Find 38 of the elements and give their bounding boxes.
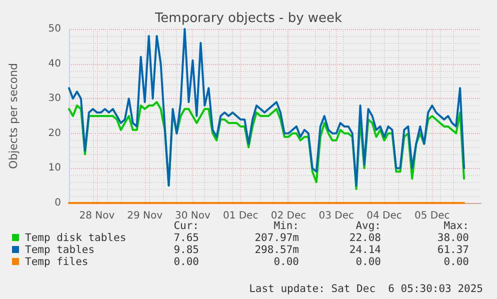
y-tick-label: 0 bbox=[54, 198, 61, 208]
text: 38.00 bbox=[436, 232, 469, 244]
x-tick-label: 02 Dec bbox=[270, 210, 306, 222]
text: Max: bbox=[442, 220, 469, 232]
text: 9.85 bbox=[172, 244, 199, 256]
chart-title: Temporary objects - by week bbox=[154, 11, 343, 26]
text: Last update: Sat Dec 6 05:30:03 2025 bbox=[249, 283, 483, 295]
x-tick-label: 28 Nov bbox=[79, 210, 115, 222]
text: 0.00 bbox=[172, 256, 199, 268]
legend-label: Temp files bbox=[24, 256, 90, 268]
line-series bbox=[68, 101, 466, 190]
x-tick-label: 05 Dec bbox=[414, 210, 450, 222]
x-tick-label: 01 Dec bbox=[222, 210, 258, 222]
text: Cur: bbox=[172, 220, 199, 232]
text: 24.14 bbox=[348, 244, 381, 256]
text: 298.57m bbox=[254, 244, 299, 256]
y-tick-label: 50 bbox=[48, 24, 61, 34]
y-tick-label: 10 bbox=[48, 162, 61, 174]
text: Avg: bbox=[354, 220, 381, 232]
text: 61.37 bbox=[436, 244, 469, 256]
text: 7.65 bbox=[172, 232, 199, 244]
text: 22.08 bbox=[348, 232, 381, 244]
x-tick-label: 30 Nov bbox=[174, 210, 210, 222]
x-tick-label: 29 Nov bbox=[127, 210, 163, 222]
text: 207.97m bbox=[254, 232, 299, 244]
y-tick-label: 20 bbox=[48, 128, 61, 139]
line-series bbox=[68, 28, 466, 187]
text: 0.00 bbox=[354, 256, 381, 268]
text: 0.00 bbox=[442, 256, 469, 268]
text: 0.00 bbox=[272, 256, 299, 268]
legend-label: Temp tables bbox=[24, 244, 96, 256]
y-tick-label: 40 bbox=[48, 58, 61, 70]
x-tick-label: 03 Dec bbox=[318, 210, 354, 222]
y-axis-title: Objects per second bbox=[7, 62, 20, 170]
x-tick-label: 04 Dec bbox=[366, 210, 402, 222]
legend-label: Temp disk tables bbox=[24, 232, 128, 244]
text: Min: bbox=[272, 220, 299, 232]
y-tick-label: 30 bbox=[48, 93, 61, 104]
